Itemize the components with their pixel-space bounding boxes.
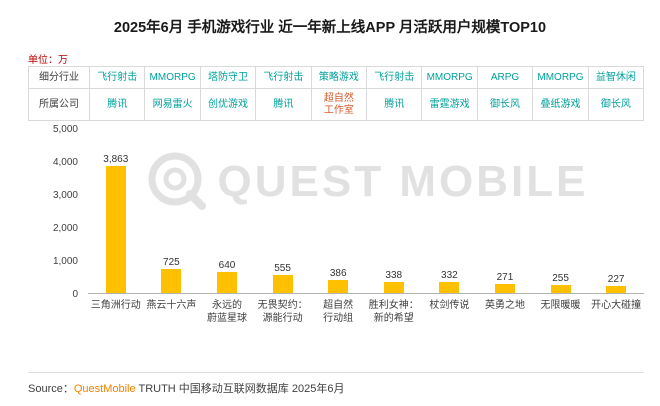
y-axis-tick-label: 2,000	[52, 223, 78, 234]
bar-column: 332	[422, 128, 478, 293]
bar-value-label: 386	[329, 268, 347, 280]
bar-value-label: 271	[496, 272, 514, 284]
y-axis: 0 1,000 2,000 3,000 4,000 5,000	[28, 124, 88, 300]
y-axis-tick-label: 0	[72, 289, 78, 300]
bar	[494, 284, 515, 293]
x-axis-spacer	[28, 294, 88, 325]
x-axis-labels: 三角洲行动 燕云十六声 永远的 蔚蓝星球 无畏契约： 源能行动 超自然 行动组 胜利女神：…	[88, 294, 644, 325]
bar-column: 338	[366, 128, 422, 293]
bar-column: 555	[255, 128, 311, 293]
bar-column: 255	[533, 128, 589, 293]
table-cell-company: 御长风	[588, 88, 644, 120]
x-axis-category-label: 燕云十六声	[146, 300, 197, 311]
bar-value-label: 3,863	[103, 153, 129, 165]
table-cell-segment: 塔防守卫	[208, 71, 249, 83]
source-line: Source：QuestMobile TRUTH 中国移动互联网数据库 2025…	[28, 372, 644, 396]
bar	[272, 274, 293, 293]
bar	[328, 280, 349, 293]
bar	[105, 165, 126, 293]
table-cell-company: 御长风	[477, 88, 533, 120]
table-column: MMORPG 网易雷火	[144, 67, 200, 120]
page-title: 2025年6月 手机游戏行业 近一年新上线APP 月活跃用户规模TOP10	[113, 20, 547, 36]
bar-value-label: 332	[441, 270, 458, 282]
x-axis-category-label: 杖剑传说	[429, 300, 470, 311]
table-cell-company: 超自然 工作室	[311, 88, 367, 120]
table-cell-segment: 飞行射击	[374, 71, 415, 83]
bar-value-label: 338	[385, 269, 403, 281]
table-cell-segment: MMORPG	[426, 71, 473, 83]
chart-plot-row: 0 1,000 2,000 3,000 4,000 5,000 QUEST MOBILE …	[28, 124, 644, 300]
x-axis-category-label: 永远的 蔚蓝星球	[206, 300, 247, 324]
table-row-headers: 细分行业 所属公司	[29, 67, 89, 120]
info-table: 细分行业 所属公司 飞行射击 腾讯 MMORPG 网易雷火 塔防守卫 创优游戏 飞行射击 腾讯…	[28, 66, 644, 121]
table-cell-company: 创优游戏	[200, 88, 256, 120]
y-axis-tick-label: 4,000	[52, 157, 78, 168]
bar-value-label: 725	[163, 257, 180, 269]
bar-column: 725	[144, 128, 200, 293]
row-label-company: 所属公司	[29, 88, 89, 120]
table-column: 飞行射击 腾讯	[255, 67, 311, 120]
x-axis-category-label: 无限暖暖	[540, 300, 581, 311]
unit-label: 单位：万	[28, 55, 68, 66]
table-cell-company: 腾讯	[367, 88, 422, 120]
bar	[606, 285, 627, 293]
table-column: 益智休闲 御长风	[587, 67, 644, 120]
plot-area: QUEST MOBILE 3,863 725 640 555 386 338 332 271 2…	[88, 128, 644, 294]
table-cell-company: 腾讯	[256, 88, 311, 120]
table-column: MMORPG 雷霆游戏	[421, 67, 477, 120]
x-axis-category-label: 英勇之地	[484, 300, 525, 311]
bar	[439, 282, 460, 293]
row-label-segment: 细分行业	[39, 71, 79, 83]
table-cell-company: 雷霆游戏	[422, 88, 477, 120]
x-axis-category-label: 开心大碰撞	[591, 300, 642, 311]
x-axis: 三角洲行动 燕云十六声 永远的 蔚蓝星球 无畏契约： 源能行动 超自然 行动组 胜利女神：…	[28, 294, 644, 325]
source-brand: QuestMobile	[73, 383, 136, 395]
table-cell-segment: MMORPG	[537, 71, 584, 83]
table-cell-segment: MMORPG	[149, 71, 196, 83]
y-axis-tick-label: 3,000	[52, 190, 78, 201]
bar-column: 271	[477, 128, 533, 293]
table-column: 飞行射击 腾讯	[366, 67, 422, 120]
x-axis-category-label: 无畏契约： 源能行动	[257, 300, 308, 324]
table-column: ARPG 御长风	[476, 67, 533, 120]
bar-value-label: 227	[607, 273, 625, 285]
bar-value-label: 255	[552, 272, 569, 284]
bar	[216, 271, 237, 293]
table-column: 飞行射击 腾讯	[89, 67, 145, 120]
bar	[383, 281, 404, 293]
table-column: MMORPG 叠纸游戏	[532, 67, 588, 120]
x-axis-category-label: 三角洲行动	[90, 300, 141, 311]
table-cell-segment: 飞行射击	[97, 71, 138, 83]
table-cell-company: 腾讯	[90, 88, 145, 120]
table-cell-company: 网易雷火	[145, 88, 200, 120]
table-cell-company: 叠纸游戏	[533, 88, 588, 120]
table-column: 策略游戏超自然 工作室	[310, 67, 367, 120]
table-cell-segment: 益智休闲	[595, 71, 636, 83]
bar	[550, 284, 571, 293]
source-text: TRUTH 中国移动互联网数据库 2025年6月	[135, 383, 345, 395]
bar-column: 3,863	[88, 128, 144, 293]
bar-chart: 0 1,000 2,000 3,000 4,000 5,000 QUEST MOBILE …	[28, 124, 644, 325]
table-cell-segment: 飞行射击	[263, 71, 304, 83]
table-column: 塔防守卫 创优游戏	[199, 67, 256, 120]
table-cell-segment: 策略游戏	[318, 71, 359, 83]
bar	[161, 269, 182, 293]
bar-value-label: 640	[218, 259, 236, 271]
bar-column: 640	[199, 128, 255, 293]
table-cell-segment: ARPG	[490, 71, 520, 83]
source-prefix: Source：	[28, 383, 74, 395]
y-axis-tick-label: 1,000	[52, 256, 78, 267]
y-axis-tick-label: 5,000	[52, 124, 78, 135]
bar-value-label: 555	[274, 262, 291, 274]
bar-column: 227	[588, 128, 644, 293]
x-axis-category-label: 超自然 行动组	[323, 300, 354, 324]
x-axis-category-label: 胜利女神： 新的希望	[368, 300, 419, 324]
bar-column: 386	[310, 128, 366, 293]
